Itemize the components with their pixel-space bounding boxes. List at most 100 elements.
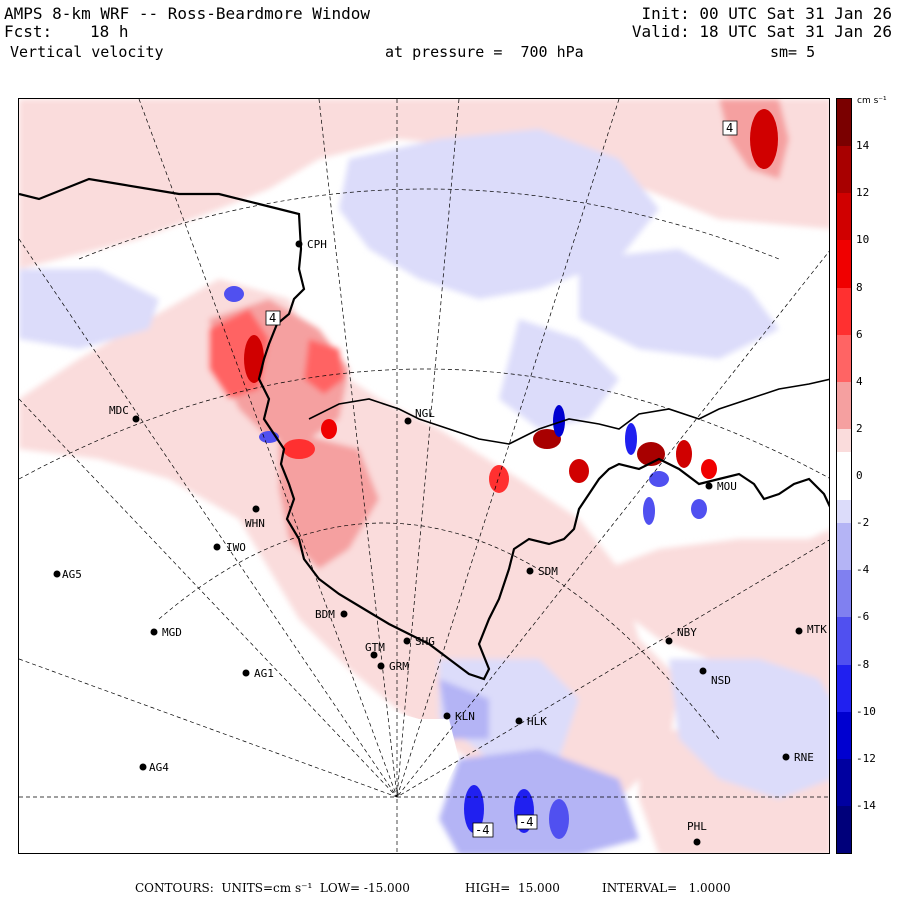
contour-label: 4 <box>726 121 733 135</box>
station-label: NBY <box>677 626 697 639</box>
contour-label: -4 <box>519 815 533 829</box>
station-label: SHG <box>415 635 435 648</box>
forecast-label: Fcst: <box>4 22 53 41</box>
pressure-level: at pressure = 700 hPa <box>385 43 584 61</box>
station-label: KLN <box>455 710 475 723</box>
colorbar-tick-label: 12 <box>856 186 870 200</box>
footer-contours: CONTOURS: UNITS=cm s⁻¹ LOW= -15.000 <box>135 881 410 895</box>
station-mtk: MTK <box>795 623 827 636</box>
colorbar-segment <box>837 805 851 853</box>
station-whn: WHN <box>245 505 265 530</box>
grounding-line <box>308 378 829 445</box>
colorbar-tick-label: -8 <box>856 657 870 671</box>
colorbar-segment <box>837 287 851 335</box>
station-label: NSD <box>711 674 731 687</box>
footer-high: HIGH= 15.000 <box>465 881 560 895</box>
colorbar-tick-label: 10 <box>856 233 870 247</box>
station-label: NGL <box>415 407 435 420</box>
colorbar-tick-label: 8 <box>856 280 863 294</box>
coastline <box>19 177 829 681</box>
station-label: GRM <box>389 660 409 673</box>
station-label: BDM <box>315 608 335 621</box>
colorbar-segment <box>837 146 851 194</box>
vertical-velocity-map: 4 4 -4 -4 CPH MDC NGL MOU WHN IWO AG5 SD… <box>18 98 830 854</box>
valid-time: Valid: 18 UTC Sat 31 Jan 26 <box>631 22 892 41</box>
station-label: GTM <box>365 641 385 654</box>
graticule <box>19 99 829 853</box>
colorbar-segment <box>837 523 851 571</box>
smoothing-label: sm= 5 <box>770 43 816 61</box>
station-label: MGD <box>162 626 182 639</box>
station-ag5: AG5 <box>53 568 82 581</box>
station-label: SDM <box>538 565 558 578</box>
station-phl: PHL <box>687 820 707 846</box>
colorbar-segment <box>837 381 851 429</box>
station-label: WHN <box>245 517 265 530</box>
colorbar-tick-label: 2 <box>856 421 863 435</box>
station-mgd: MGD <box>150 626 182 639</box>
colorbar-segment <box>837 617 851 665</box>
velocity-field <box>19 99 829 853</box>
station-label: AG4 <box>149 761 169 774</box>
footer-interval: INTERVAL= 1.0000 <box>602 881 731 895</box>
station-iwo: IWO <box>213 541 246 554</box>
station-label: AG5 <box>62 568 82 581</box>
station-label: PHL <box>687 820 707 833</box>
station-shg: SHG <box>403 635 435 648</box>
station-label: MTK <box>807 623 827 636</box>
init-time: Init: 00 UTC Sat 31 Jan 26 <box>641 4 892 23</box>
forecast-hours: 18 h <box>90 22 129 41</box>
colorbar-segment <box>837 570 851 618</box>
velocity-cores <box>224 109 778 839</box>
colorbar-tick-label: -14 <box>856 798 876 812</box>
station-label: AG1 <box>254 667 274 680</box>
station-bdm: BDM <box>315 608 348 621</box>
colorbar-segment <box>837 758 851 806</box>
station-nby: NBY <box>665 626 697 645</box>
colorbar-segment <box>837 193 851 241</box>
station-sdm: SDM <box>526 565 558 578</box>
colorbar-segment <box>837 99 851 147</box>
colorbar-unit: cm s⁻¹ <box>857 96 887 106</box>
colorbar-segment <box>837 452 851 500</box>
station-label: MOU <box>717 480 737 493</box>
station-label: MDC <box>109 404 129 417</box>
station-label: IWO <box>226 541 246 554</box>
colorbar-tick-label: 4 <box>856 374 863 388</box>
station-ag4: AG4 <box>139 761 169 774</box>
station-hlk: HLK <box>515 715 547 728</box>
variable-name: Vertical velocity <box>10 43 164 61</box>
colorbar-segment <box>837 499 851 524</box>
contour-label: -4 <box>475 823 489 837</box>
contour-label: 4 <box>269 311 276 325</box>
colorbar-segment <box>837 711 851 759</box>
no-data-region <box>19 519 459 853</box>
stations: CPH MDC NGL MOU WHN IWO AG5 SDM BDM MGD … <box>53 238 827 846</box>
colorbar-tick-label: -12 <box>856 751 876 765</box>
station-ngl: NGL <box>404 407 435 425</box>
station-label: CPH <box>307 238 327 251</box>
colorbar-segment <box>837 240 851 288</box>
colorbar-tick-label: -10 <box>856 704 876 718</box>
colorbar-tick-label: -2 <box>856 516 870 530</box>
station-mou: MOU <box>705 480 737 493</box>
colorbar-tick-label: 0 <box>856 469 863 482</box>
station-mdc: MDC <box>109 404 140 423</box>
colorbar <box>836 98 852 854</box>
colorbar-segment <box>837 428 851 453</box>
station-nsd: NSD <box>699 667 731 687</box>
colorbar-segment <box>837 334 851 382</box>
map-title: AMPS 8-km WRF -- Ross-Beardmore Window <box>4 4 371 23</box>
station-label: RNE <box>794 751 814 764</box>
station-ag1: AG1 <box>242 667 274 680</box>
station-label: HLK <box>527 715 547 728</box>
station-kln: KLN <box>443 710 475 723</box>
contour-labels: 4 4 -4 -4 <box>265 120 738 838</box>
colorbar-tick-label: -6 <box>856 610 870 624</box>
colorbar-segment <box>837 664 851 712</box>
station-gtm: GTM <box>365 641 385 659</box>
map-svg: 4 4 -4 -4 CPH MDC NGL MOU WHN IWO AG5 SD… <box>19 99 829 853</box>
station-grm: GRM <box>377 660 409 673</box>
station-rne: RNE <box>782 751 814 764</box>
station-cph: CPH <box>295 238 327 251</box>
